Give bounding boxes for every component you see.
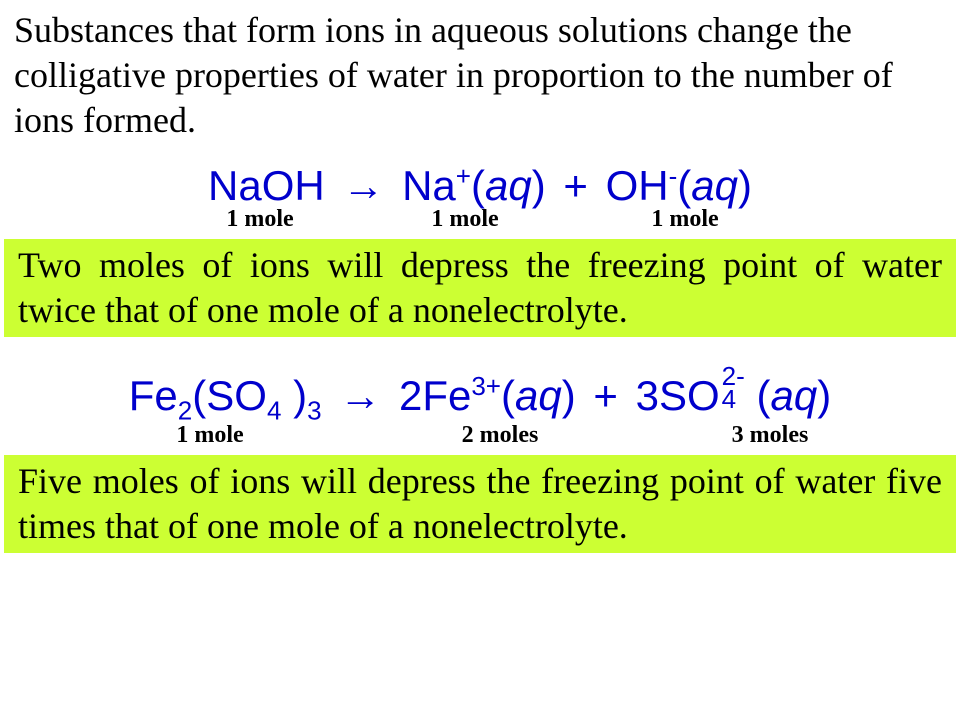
aq-label: aq — [515, 372, 562, 419]
eq2-reactant: Fe2(SO4 )3 — [129, 372, 334, 419]
paren-open: ( — [677, 162, 691, 209]
mole-label: 2 moles — [355, 422, 645, 449]
aq-label: aq — [770, 372, 817, 419]
eq1-oh-charge: - — [669, 161, 678, 191]
eq2-fe: Fe — [129, 372, 178, 419]
equation-2-block: Fe2(SO4 )3 → 2Fe3+(aq) + 3SO2-4 (aq) 1 m… — [0, 365, 960, 449]
paren-close: ) — [738, 162, 752, 209]
mole-label: 1 mole — [165, 206, 355, 233]
paren-open: ( — [756, 372, 770, 419]
paren-open: ( — [501, 372, 515, 419]
mole-label: 1 mole — [355, 206, 575, 233]
mole-label: 1 mole — [575, 206, 795, 233]
sub: 3 — [307, 395, 321, 425]
arrow-icon: → — [339, 372, 381, 419]
arrow-icon: → — [342, 162, 384, 209]
sub: 4 — [722, 388, 745, 411]
aq-label: aq — [691, 162, 738, 209]
paren-open: ( — [192, 372, 206, 419]
equation-1: NaOH → Na+(aq) + OH-(aq) — [0, 161, 960, 210]
mole-label: 3 moles — [645, 422, 895, 449]
eq2-mole-row: 1 mole 2 moles 3 moles — [0, 422, 960, 449]
eq1-na-charge: + — [456, 161, 471, 191]
eq1-product1: Na+(aq) — [402, 162, 557, 209]
eq2-fe-ion: Fe — [422, 372, 471, 419]
paren-close: ) — [293, 372, 307, 419]
equation-2: Fe2(SO4 )3 → 2Fe3+(aq) + 3SO2-4 (aq) — [0, 365, 960, 426]
charge: 3+ — [471, 371, 501, 401]
eq2-so: SO — [206, 372, 267, 419]
plus-icon: + — [593, 372, 618, 419]
coef: 2 — [399, 372, 422, 419]
plus-icon: + — [563, 162, 588, 209]
sub: 4 — [267, 395, 281, 425]
paren-close: ) — [817, 372, 831, 419]
space — [281, 372, 293, 419]
equation-1-block: NaOH → Na+(aq) + OH-(aq) 1 mole 1 mole 1… — [0, 161, 960, 233]
paren-open: ( — [471, 162, 485, 209]
eq1-oh: OH — [606, 162, 669, 209]
highlight-1: Two moles of ions will depress the freez… — [4, 239, 956, 337]
aq-label: aq — [485, 162, 532, 209]
highlight-2: Five moles of ions will depress the free… — [4, 455, 956, 553]
coef: 3 — [636, 372, 659, 419]
sub: 2 — [178, 395, 192, 425]
eq1-na: Na — [402, 162, 456, 209]
eq1-product2: OH-(aq) — [606, 162, 752, 209]
paren-close: ) — [532, 162, 546, 209]
paren-close: ) — [562, 372, 576, 419]
eq1-reactant: NaOH — [208, 162, 325, 209]
eq2-product1: 2Fe3+(aq) — [399, 372, 587, 419]
intro-text: Substances that form ions in aqueous sol… — [0, 0, 960, 147]
charge-stack: 2-4 — [722, 365, 745, 412]
eq1-mole-row: 1 mole 1 mole 1 mole — [0, 206, 960, 233]
eq2-product2: 3SO2-4 (aq) — [636, 372, 832, 419]
mole-label: 1 mole — [65, 422, 355, 449]
eq2-so-ion: SO — [659, 372, 720, 419]
